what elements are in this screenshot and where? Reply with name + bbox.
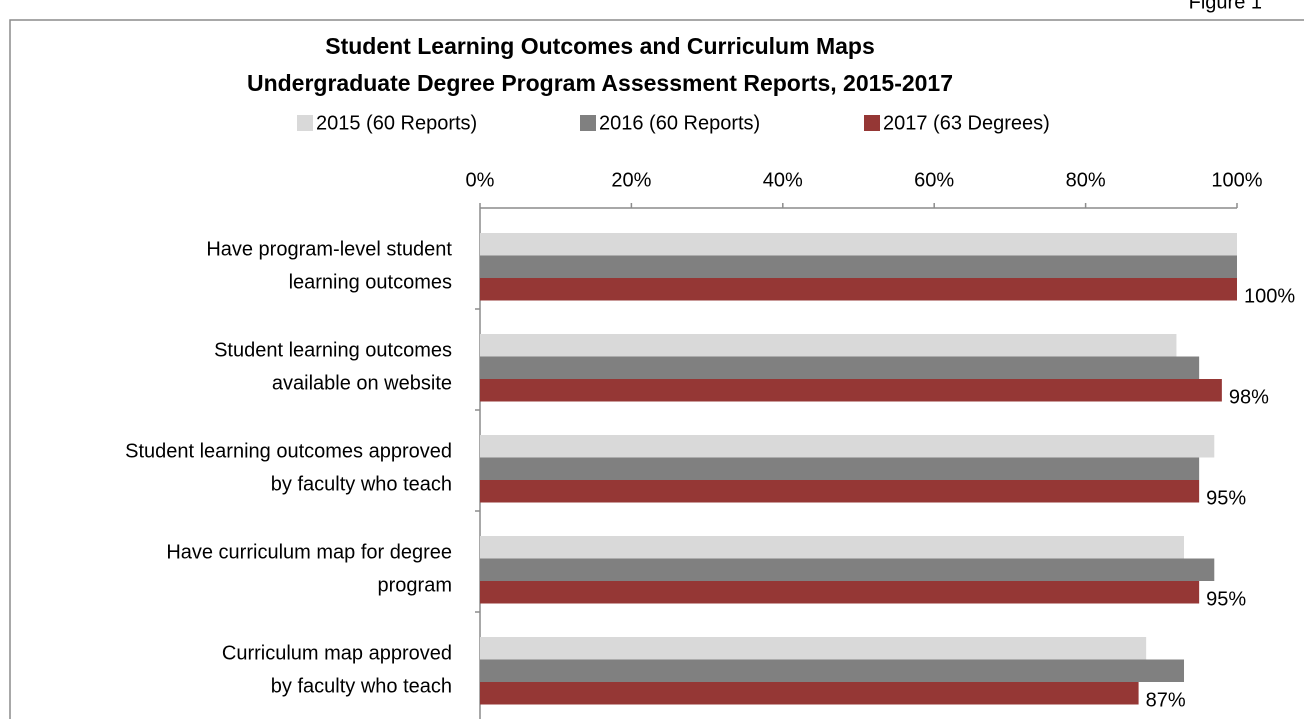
x-tick-label: 60%: [914, 169, 954, 191]
legend-label: 2016 (60 Reports): [599, 112, 760, 134]
bar: [480, 255, 1237, 278]
bar: [480, 682, 1139, 705]
y-tick-label: available on website: [272, 373, 452, 395]
chart-border: [9, 19, 1304, 719]
y-tick-label: by faculty who teach: [271, 474, 452, 496]
x-tick-label: 40%: [763, 169, 803, 191]
chart-subtitle: Undergraduate Degree Program Assessment …: [247, 70, 953, 96]
data-label: 87%: [1146, 690, 1186, 712]
bar: [480, 334, 1177, 357]
y-tick-label: learning outcomes: [289, 272, 452, 294]
bar: [480, 637, 1147, 660]
bar: [480, 480, 1200, 503]
legend-label: 2017 (63 Degrees): [883, 112, 1050, 134]
y-tick-label: Student learning outcomes: [214, 340, 452, 362]
bar: [480, 581, 1200, 604]
bar: [480, 536, 1185, 559]
bar: [480, 233, 1237, 256]
y-tick-label: Have curriculum map for degree: [166, 542, 452, 564]
y-tick-label: Curriculum map approved: [222, 643, 452, 665]
y-tick-label: by faculty who teach: [271, 676, 452, 698]
y-tick-label: program: [378, 575, 452, 597]
x-tick-label: 80%: [1066, 169, 1106, 191]
y-tick-label: Have program-level student: [206, 239, 452, 261]
bar: [480, 379, 1222, 402]
legend-swatch: [297, 115, 313, 131]
x-tick-label: 0%: [466, 169, 495, 191]
legend-swatch: [864, 115, 880, 131]
data-label: 98%: [1229, 387, 1269, 409]
data-label: 95%: [1206, 589, 1246, 611]
bar: [480, 278, 1237, 301]
bar: [480, 558, 1215, 581]
bar: [480, 356, 1200, 379]
data-label: 100%: [1244, 286, 1295, 308]
y-tick-label: Student learning outcomes approved: [125, 441, 452, 463]
x-tick-label: 100%: [1211, 169, 1262, 191]
chart-title: Student Learning Outcomes and Curriculum…: [325, 33, 875, 59]
legend-swatch: [580, 115, 596, 131]
legend-label: 2015 (60 Reports): [316, 112, 477, 134]
x-tick-label: 20%: [611, 169, 651, 191]
figure-label: Figure 1: [1189, 0, 1262, 13]
data-label: 95%: [1206, 488, 1246, 510]
bar: [480, 435, 1215, 458]
bar: [480, 457, 1200, 480]
bar: [480, 659, 1185, 682]
